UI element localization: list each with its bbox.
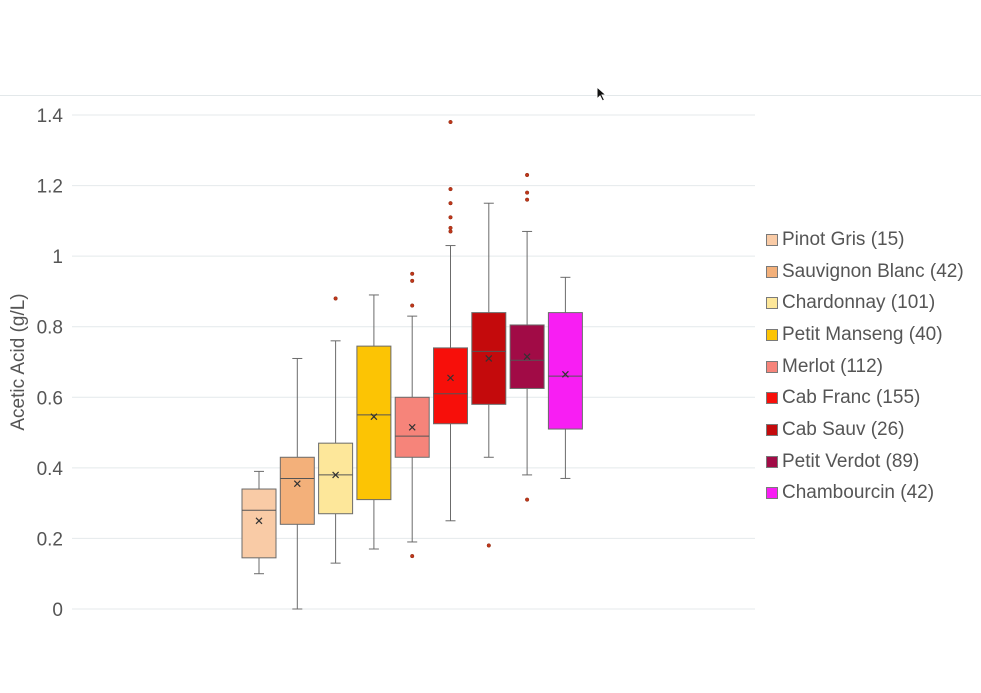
legend-item: Cab Sauv (26) (766, 414, 964, 446)
outlier-point (525, 190, 530, 195)
iqr-box (356, 345, 392, 501)
y-tick-label: 1 (52, 247, 63, 268)
legend-label: Cab Franc (155) (782, 387, 921, 409)
outlier-point (410, 303, 415, 308)
mouse-pointer-icon (596, 86, 608, 102)
legend-item: Petit Manseng (40) (766, 319, 964, 351)
mean-marker (561, 370, 569, 378)
mean-marker (408, 423, 416, 431)
legend-swatch (766, 360, 778, 373)
mean-marker (447, 374, 454, 382)
iqr-box (547, 312, 583, 430)
mean-marker (485, 355, 493, 362)
outlier-point (525, 497, 530, 502)
mean-marker (255, 517, 263, 525)
chart-legend: Pinot Gris (15) Sauvignon Blanc (42) Chard… (766, 224, 964, 509)
mean-marker (332, 471, 340, 479)
header-divider (0, 95, 981, 96)
y-tick-label: 0.4 (37, 459, 64, 480)
legend-item: Sauvignon Blanc (42) (766, 256, 964, 288)
legend-swatch (766, 265, 778, 278)
legend-swatch (766, 233, 778, 246)
legend-label: Sauvignon Blanc (42) (782, 260, 964, 282)
y-tick-label: 0.2 (37, 529, 63, 550)
iqr-box (241, 488, 277, 559)
iqr-box (279, 456, 315, 525)
outlier-point (410, 554, 415, 559)
grid-lines (72, 114, 755, 610)
boxes (241, 120, 583, 610)
y-tick-label: 0.8 (37, 318, 63, 339)
box-group (394, 271, 430, 559)
outlier-point (448, 187, 453, 192)
box-group (318, 296, 354, 564)
box-group (509, 172, 545, 502)
legend-label: Petit Verdot (89) (782, 450, 920, 472)
y-tick-label: 1.4 (37, 106, 64, 127)
legend-item: Merlot (112) (766, 351, 964, 383)
legend-swatch (766, 392, 778, 405)
y-tick-label: 1.2 (37, 177, 63, 198)
legend-item: Chardonnay (101) (766, 287, 964, 319)
outlier-point (410, 278, 415, 283)
box-group (547, 276, 583, 479)
mean-marker (370, 413, 378, 421)
legend-swatch (766, 455, 778, 468)
legend-item: Pinot Gris (15) (766, 224, 964, 256)
outlier-point (448, 120, 453, 125)
box-group (241, 470, 277, 575)
y-axis-title: Acetic Acid (g/L) (8, 293, 29, 430)
box-group (356, 294, 392, 550)
outlier-point (448, 225, 453, 230)
legend-label: Merlot (112) (782, 355, 884, 377)
iqr-box (471, 312, 507, 405)
y-tick-label: 0 (52, 600, 63, 621)
legend-label: Chardonnay (101) (782, 292, 936, 314)
y-tick-label: 0.6 (37, 388, 63, 409)
outlier-point (448, 201, 453, 206)
legend-item: Chambourcin (42) (766, 478, 964, 510)
outlier-point (333, 296, 338, 301)
legend-swatch (766, 423, 778, 436)
box-group (279, 357, 315, 610)
outlier-point (525, 197, 530, 202)
outlier-point (525, 172, 530, 178)
legend-label: Pinot Gris (15) (782, 228, 905, 250)
legend-item: Cab Franc (155) (766, 382, 964, 414)
mean-marker (293, 480, 301, 488)
iqr-box (433, 347, 468, 425)
outlier-point (410, 271, 415, 276)
outlier-point (448, 215, 453, 220)
legend-label: Cab Sauv (26) (782, 418, 905, 440)
box-group (433, 120, 468, 522)
outlier-point (486, 543, 491, 548)
box-group (471, 202, 507, 548)
legend-label: Petit Manseng (40) (782, 323, 943, 345)
legend-label: Chambourcin (42) (782, 482, 935, 504)
y-axis-ticks: 0 0.2 0.4 0.6 0.8 1 1.2 1.4 (37, 106, 64, 621)
mean-marker (523, 353, 531, 361)
legend-swatch (766, 487, 778, 500)
legend-swatch (766, 297, 778, 310)
legend-swatch (766, 328, 778, 341)
iqr-box (318, 442, 354, 515)
outlier-point (448, 229, 453, 234)
legend-item: Petit Verdot (89) (766, 446, 964, 478)
